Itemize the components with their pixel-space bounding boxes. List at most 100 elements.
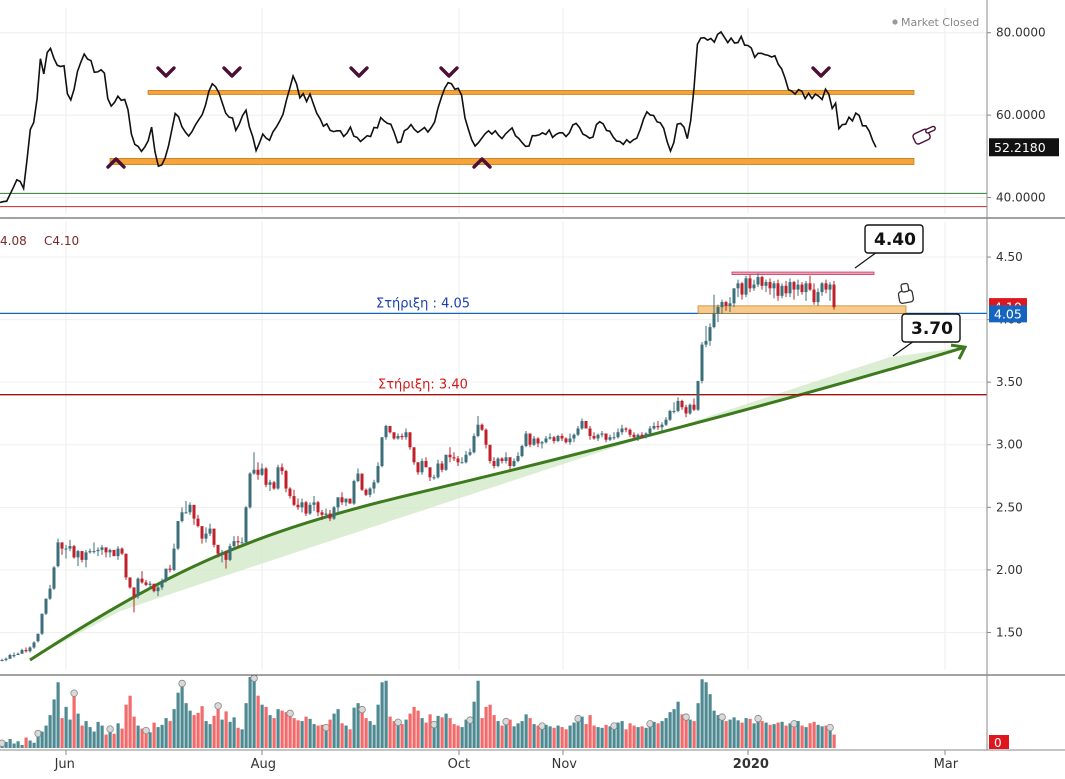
pointing-hand-icon <box>897 282 915 304</box>
volume-bar <box>724 721 728 748</box>
candle-body <box>192 504 196 519</box>
volume-dot <box>394 718 402 727</box>
candle-body <box>656 425 660 428</box>
volume-bar <box>172 709 176 748</box>
candle-body <box>24 649 28 652</box>
volume-bar <box>80 725 84 748</box>
candle-body <box>488 444 492 462</box>
candle-body <box>568 438 572 443</box>
candle-body <box>432 477 436 479</box>
oscillator-line <box>0 30 877 204</box>
candle-body <box>392 432 396 439</box>
volume-bar <box>192 715 196 748</box>
volume-bar <box>4 742 8 748</box>
volume-last-badge <box>989 735 1009 749</box>
volume-bar <box>200 706 204 748</box>
volume-bar <box>644 727 648 748</box>
volume-bar <box>292 718 296 748</box>
volume-bar <box>560 727 564 748</box>
support-band <box>109 158 915 165</box>
volume-bar <box>212 715 216 748</box>
volume-bar <box>60 718 64 748</box>
volume-bar <box>104 734 108 748</box>
candle-body <box>320 512 324 515</box>
volume-bar <box>284 712 288 748</box>
y-tick-label: 2.00 <box>996 563 1023 577</box>
volume-bar <box>720 718 724 748</box>
volume-bar <box>672 709 676 748</box>
volume-bar <box>604 724 608 748</box>
volume-dot <box>502 717 510 726</box>
volume-bar <box>612 727 616 748</box>
volume-bar <box>328 719 332 748</box>
hand-finger <box>925 125 936 134</box>
candle-body <box>408 432 412 448</box>
trend-line <box>29 345 966 662</box>
volume-dot <box>430 720 438 729</box>
candle-body <box>660 424 664 428</box>
volume-dot <box>646 720 654 728</box>
x-tick-label: Nov <box>552 757 578 772</box>
chevron-up-marker-icon <box>106 157 126 169</box>
candle-body <box>316 502 320 513</box>
candle-body <box>296 504 300 508</box>
volume-bar <box>140 728 144 748</box>
candle-body <box>384 425 388 438</box>
candle-body <box>576 428 580 435</box>
candle-body <box>492 461 496 467</box>
volume-bar <box>712 710 716 748</box>
candle-body <box>692 404 696 410</box>
candle-body <box>0 659 4 661</box>
volume-bar <box>736 720 740 748</box>
volume-bar <box>224 711 228 748</box>
candle-body <box>688 404 692 414</box>
volume-panel: 0 <box>0 674 1009 750</box>
candle-body <box>776 283 780 296</box>
candle-body <box>168 568 172 570</box>
candle-body <box>792 282 796 290</box>
volume-bar <box>624 729 628 748</box>
volume-bar <box>112 733 116 748</box>
candle-body <box>120 548 124 554</box>
volume-bar <box>344 725 348 748</box>
volume-bar <box>500 725 504 748</box>
volume-bar <box>704 682 708 748</box>
volume-bar <box>832 734 836 748</box>
candle-body <box>668 410 672 420</box>
candle-body <box>204 533 208 539</box>
candle-body <box>240 542 244 544</box>
volume-bar <box>160 724 164 748</box>
candle-body <box>716 307 720 314</box>
candle-body <box>36 633 40 642</box>
volume-bar <box>316 725 320 748</box>
candle-body <box>680 400 684 408</box>
y-tick-label: 3.50 <box>996 375 1023 389</box>
candle-body <box>480 424 484 430</box>
volume-dot <box>682 713 690 721</box>
candle-body <box>436 463 440 478</box>
volume-bar <box>596 727 600 748</box>
volume-bar <box>72 694 76 748</box>
volume-bar <box>272 718 276 748</box>
candle-body <box>476 424 480 436</box>
candle-body <box>236 541 240 543</box>
volume-bar <box>244 703 248 748</box>
volume-bar <box>44 725 48 748</box>
volume-bar <box>776 722 780 748</box>
candle-body <box>304 502 308 514</box>
support-zone <box>697 305 907 314</box>
candle-body <box>376 466 380 483</box>
volume-dot <box>178 679 186 688</box>
callout-label: 4.40 <box>874 230 916 250</box>
candle-body <box>180 512 184 522</box>
volume-bar <box>532 724 536 748</box>
volume-bar <box>184 703 188 748</box>
candle-body <box>800 284 804 293</box>
volume-bar <box>544 724 548 748</box>
candle-body <box>92 551 96 553</box>
support-price-badge <box>989 305 1027 323</box>
candle-body <box>784 285 788 294</box>
candle-body <box>808 283 812 290</box>
ohlc-header: 4.08 C4.10 <box>0 234 79 248</box>
candle-body <box>312 502 316 505</box>
